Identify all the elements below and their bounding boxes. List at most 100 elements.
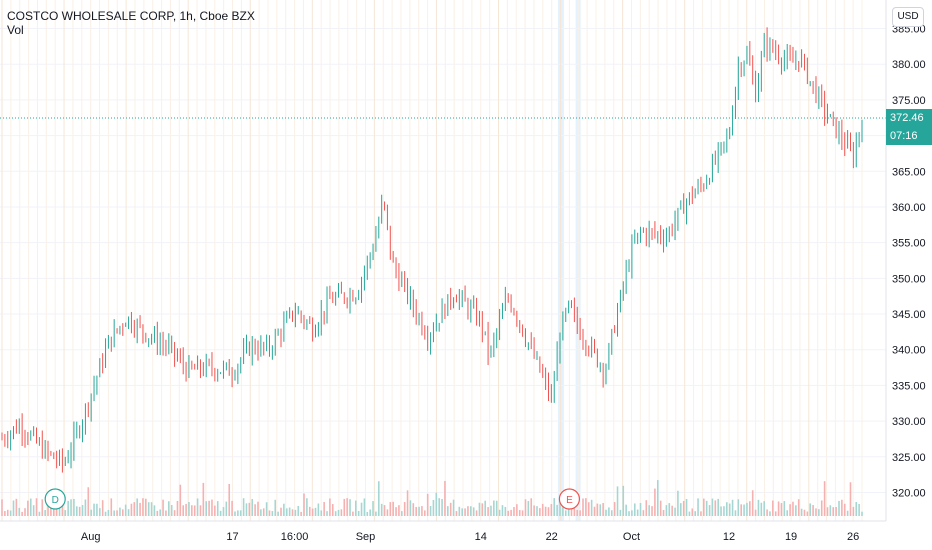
volume-bar <box>179 484 182 516</box>
volume-bar <box>444 480 446 516</box>
volume-bar <box>518 510 521 516</box>
volume-bar <box>193 505 196 516</box>
volume-bar <box>846 510 849 516</box>
volume-bar <box>98 508 101 516</box>
volume-bar <box>691 508 694 516</box>
volume-bar <box>176 500 179 516</box>
volume-bar <box>757 499 760 516</box>
volume-bar <box>708 505 711 516</box>
volume-bar <box>222 507 225 516</box>
volume-bar <box>216 501 219 516</box>
volume-bar <box>841 499 843 516</box>
volume-bar <box>377 481 380 516</box>
volume-bar <box>815 508 817 516</box>
time-tick-label: 14 <box>475 531 487 543</box>
currency-button[interactable]: USD <box>892 7 924 27</box>
volume-bar <box>104 511 107 516</box>
volume-bar <box>93 503 95 516</box>
volume-bar <box>726 502 728 516</box>
volume-bar <box>432 499 435 516</box>
volume-bar <box>553 498 556 516</box>
time-axis[interactable]: Aug 17 16:00 Sep 14 22 Oct 12 19 26 <box>81 531 859 543</box>
volume-bar <box>495 500 498 516</box>
volume-bar <box>395 507 397 516</box>
volume-bar <box>70 499 72 516</box>
symbol-title[interactable]: COSTCO WHOLESALE CORP, 1h, Cboe BZX <box>7 9 255 23</box>
volume-bar <box>550 504 553 516</box>
volume-bar <box>818 509 820 516</box>
volume-bar <box>306 498 308 516</box>
volume-bar <box>582 498 584 516</box>
volume-bar <box>12 500 15 516</box>
volume-bar <box>783 501 786 516</box>
volume-bar <box>694 511 696 516</box>
volume-bar <box>6 509 9 516</box>
volume-bar <box>596 503 599 516</box>
volume-bar <box>760 502 763 516</box>
volume-bar <box>797 499 800 516</box>
volume-bar <box>191 505 193 516</box>
volume-bar <box>29 498 32 516</box>
volume-bar <box>455 511 458 516</box>
volume-bar <box>389 502 392 516</box>
volume-bar <box>740 504 742 516</box>
price-tick-label: 360.00 <box>892 202 926 214</box>
volume-bar <box>257 501 259 516</box>
volume-bar <box>331 504 334 516</box>
volume-bar <box>254 504 256 516</box>
volume-bar <box>64 510 67 516</box>
volume-bar <box>470 506 472 516</box>
volume-legend[interactable]: Vol <box>7 23 24 37</box>
time-tick-label: 12 <box>723 531 735 543</box>
volume-bar <box>493 500 495 516</box>
volume-bar <box>27 500 29 516</box>
volume-bar <box>205 501 208 516</box>
volume-bar <box>133 502 136 516</box>
volume-bar <box>21 511 23 516</box>
volume-bar <box>231 500 233 516</box>
volume-bar <box>659 500 662 516</box>
volume-bar <box>449 502 452 516</box>
volume-bar <box>858 503 860 516</box>
volume-bar <box>746 502 748 516</box>
volume-bar <box>147 502 150 516</box>
volume-bar <box>329 498 331 516</box>
volume-bar <box>219 510 222 516</box>
volume-bar <box>654 488 656 516</box>
volume-bar <box>127 509 130 516</box>
volume-bar <box>501 505 504 516</box>
event-marker[interactable] <box>44 488 66 510</box>
volume-bar <box>792 501 794 516</box>
volume-bar <box>820 500 823 516</box>
volume-bar <box>487 507 489 516</box>
volume-bar <box>631 510 633 516</box>
volume-bar <box>527 501 530 516</box>
volume-bar <box>67 500 69 516</box>
time-tick-label: Aug <box>81 531 101 543</box>
volume-bar <box>835 506 837 516</box>
volume-bar <box>386 509 389 516</box>
last-price-label: 372.46 <box>886 109 932 128</box>
volume-bar <box>265 502 268 516</box>
volume-bar <box>366 511 369 516</box>
volume-bar <box>513 507 515 516</box>
volume-bar <box>392 501 394 516</box>
volume-bar <box>843 503 846 516</box>
volume-bar <box>242 498 245 516</box>
volume-bar <box>363 498 366 516</box>
volume-bar <box>464 508 466 516</box>
price-tick-label: 340.00 <box>892 345 926 357</box>
volume-bar <box>651 506 653 516</box>
volume-bar <box>142 498 144 516</box>
volume-bar <box>590 499 593 516</box>
volume-bar <box>619 509 622 516</box>
volume-bar <box>90 509 92 516</box>
volume-bar <box>84 499 87 516</box>
volume-bar <box>682 500 685 516</box>
volume-bar <box>737 499 740 516</box>
volume-bar <box>524 499 527 516</box>
price-axis[interactable]: 320.00 325.00 330.00 335.00 340.00 345.00 350.… <box>892 24 926 500</box>
event-marker[interactable] <box>558 488 581 510</box>
